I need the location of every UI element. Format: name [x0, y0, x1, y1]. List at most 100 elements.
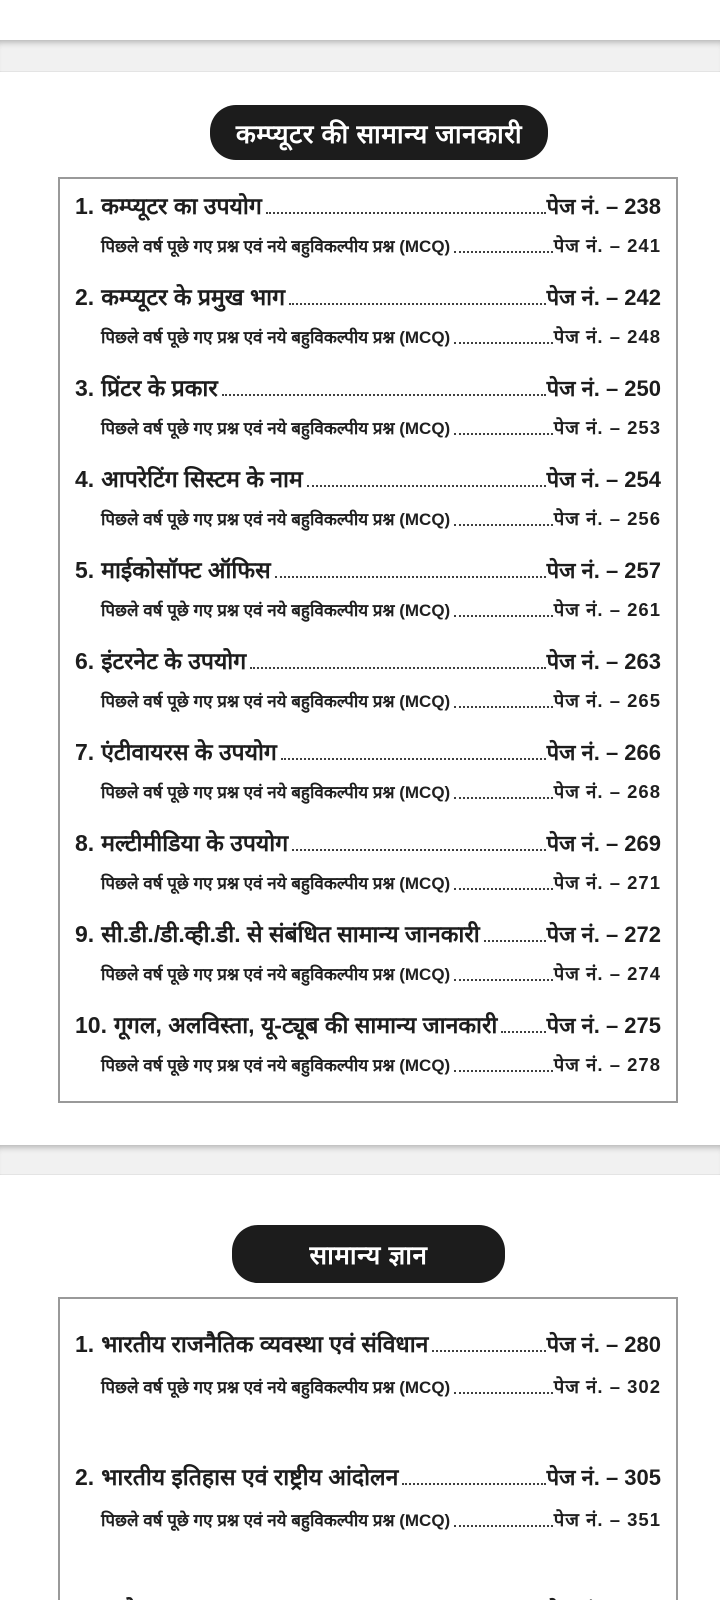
mcq-page: पेज नं. – 274 — [553, 963, 661, 984]
toc-entry-main: 4. आपरेटिंग सिस्टम के नाम पेज नं. – 254 — [75, 464, 661, 495]
dotted-leader — [402, 1483, 546, 1485]
dotted-leader — [454, 342, 553, 344]
toc-entry: 7. एंटीवायरस के उपयोग पेज नं. – 266 पिछल… — [75, 737, 661, 805]
dotted-leader — [454, 524, 553, 526]
mcq-page: पेज नं. – 265 — [553, 690, 661, 711]
toc-list: 1. भारतीय राजनैतिक व्यवस्था एवं संविधान … — [75, 1329, 661, 1600]
mcq-label: पिछले वर्ष पूछे गए प्रश्न एवं नये बहुविक… — [101, 237, 451, 256]
mcq-page: पेज नं. – 256 — [553, 508, 661, 529]
mcq-label: पिछले वर्ष पूछे गए प्रश्न एवं नये बहुविक… — [101, 874, 451, 893]
toc-entry-main: 7. एंटीवायरस के उपयोग पेज नं. – 266 — [75, 737, 661, 768]
entry-page: पेज नं. – 354 — [547, 1596, 661, 1600]
entry-title: मल्टीमीडिया के उपयोग — [101, 830, 289, 856]
section-title: कम्प्यूटर की सामान्य जानकारी — [235, 118, 523, 149]
toc-box-computer: 1. कम्प्यूटर का उपयोग पेज नं. – 238 पिछल… — [58, 177, 678, 1103]
dotted-leader — [454, 706, 553, 708]
dotted-leader — [432, 1350, 546, 1352]
entry-page: पेज नं. – 266 — [546, 740, 661, 765]
dotted-leader — [265, 212, 546, 214]
toc-entry-mcq: पिछले वर्ष पूछे गए प्रश्न एवं नये बहुविक… — [75, 1508, 661, 1533]
entry-number: 4. — [75, 466, 95, 492]
dotted-leader — [274, 576, 546, 578]
entry-title: भारतीय राजनैतिक व्यवस्था एवं संविधान — [101, 1331, 429, 1357]
dotted-leader — [454, 1392, 553, 1394]
entry-page: पेज नं. – 272 — [546, 922, 661, 947]
toc-entry: 10. गूगल, अलविस्ता, यू-ट्यूब की सामान्य … — [75, 1010, 661, 1078]
mcq-page: पेज नं. – 278 — [553, 1054, 661, 1075]
toc-entry-mcq: पिछले वर्ष पूछे गए प्रश्न एवं नये बहुविक… — [75, 962, 661, 987]
dotted-leader — [454, 251, 553, 253]
entry-title: आपरेटिंग सिस्टम के नाम — [101, 466, 303, 492]
section-title-badge: सामान्य ज्ञान — [232, 1225, 505, 1283]
entry-number: 8. — [75, 830, 95, 856]
previous-page-bottom — [0, 0, 720, 40]
entry-title: कम्प्यूटर का उपयोग — [101, 193, 262, 219]
mcq-page: पेज नं. – 261 — [553, 599, 661, 620]
toc-box-gk: 1. भारतीय राजनैतिक व्यवस्था एवं संविधान … — [58, 1297, 678, 1600]
mcq-label: पिछले वर्ष पूछे गए प्रश्न एवं नये बहुविक… — [101, 965, 451, 984]
toc-entry-main: 1. कम्प्यूटर का उपयोग पेज नं. – 238 — [75, 191, 661, 222]
toc-entry: 1. भारतीय राजनैतिक व्यवस्था एवं संविधान … — [75, 1329, 661, 1400]
entry-page: पेज नं. – 238 — [546, 194, 661, 219]
entry-number: 1. — [75, 1331, 95, 1357]
mcq-page: पेज नं. – 268 — [553, 781, 661, 802]
toc-entry-mcq: पिछले वर्ष पूछे गए प्रश्न एवं नये बहुविक… — [75, 780, 661, 805]
toc-list: 1. कम्प्यूटर का उपयोग पेज नं. – 238 पिछल… — [75, 191, 661, 1078]
entry-page: पेज नं. – 254 — [546, 467, 661, 492]
toc-entry-main: 3. प्रिंटर के प्रकार पेज नं. – 250 — [75, 373, 661, 404]
toc-entry-mcq: पिछले वर्ष पूछे गए प्रश्न एवं नये बहुविक… — [75, 234, 661, 259]
toc-entry-mcq: पिछले वर्ष पूछे गए प्रश्न एवं नये बहुविक… — [75, 416, 661, 441]
toc-entry: 3. प्रिंटर के प्रकार पेज नं. – 250 पिछले… — [75, 373, 661, 441]
entry-number: 10. — [75, 1012, 107, 1038]
dotted-leader — [289, 303, 546, 305]
entry-page: पेज नं. – 269 — [546, 831, 661, 856]
mcq-label: पिछले वर्ष पूछे गए प्रश्न एवं नये बहुविक… — [101, 692, 451, 711]
section-title-badge: कम्प्यूटर की सामान्य जानकारी — [210, 105, 548, 160]
mcq-page: पेज नं. – 351 — [553, 1509, 661, 1530]
toc-entry-main: 10. गूगल, अलविस्ता, यू-ट्यूब की सामान्य … — [75, 1010, 661, 1041]
entry-page: पेज नं. – 250 — [546, 376, 661, 401]
section-title: सामान्य ज्ञान — [309, 1240, 428, 1270]
dotted-leader — [280, 758, 546, 760]
entry-title: एंटीवायरस के उपयोग — [101, 739, 277, 765]
toc-entry-mcq: पिछले वर्ष पूछे गए प्रश्न एवं नये बहुविक… — [75, 1375, 661, 1400]
mcq-page: पेज नं. – 271 — [553, 872, 661, 893]
page-gap-top — [0, 40, 720, 72]
mcq-page: पेज नं. – 253 — [553, 417, 661, 438]
toc-entry-main: 6. इंटरनेट के उपयोग पेज नं. – 263 — [75, 646, 661, 677]
dotted-leader — [501, 1031, 546, 1033]
toc-entry: 8. मल्टीमीडिया के उपयोग पेज नं. – 269 पि… — [75, 828, 661, 896]
entry-page: पेज नं. – 280 — [546, 1332, 661, 1357]
toc-entry-mcq: पिछले वर्ष पूछे गए प्रश्न एवं नये बहुविक… — [75, 689, 661, 714]
entry-title: सी.डी./डी.व्ही.डी. से संबंधित सामान्य जा… — [101, 921, 480, 947]
entry-page: पेज नं. – 242 — [546, 285, 661, 310]
mcq-page: पेज नं. – 241 — [553, 235, 661, 256]
dotted-leader — [454, 615, 553, 617]
entry-title: प्रिंटर के प्रकार — [101, 375, 218, 401]
dotted-leader — [250, 667, 546, 669]
toc-entry-mcq: पिछले वर्ष पूछे गए प्रश्न एवं नये बहुविक… — [75, 1053, 661, 1078]
entry-number: 3. — [75, 1595, 94, 1600]
entry-number: 1. — [75, 193, 95, 219]
toc-entry-main: 3. भूगोल पेज नं. – 354 — [75, 1595, 661, 1600]
entry-page: पेज नं. – 305 — [546, 1465, 661, 1490]
entry-number: 7. — [75, 739, 95, 765]
entry-page: पेज नं. – 257 — [546, 558, 661, 583]
page-gap-middle — [0, 1145, 720, 1175]
mcq-page: पेज नं. – 248 — [553, 326, 661, 347]
toc-entry-main: 2. कम्प्यूटर के प्रमुख भाग पेज नं. – 242 — [75, 282, 661, 313]
toc-entry-mcq: पिछले वर्ष पूछे गए प्रश्न एवं नये बहुविक… — [75, 871, 661, 896]
entry-title: माईकोसॉफ्ट ऑफिस — [101, 557, 271, 583]
entry-title: भारतीय इतिहास एवं राष्ट्रीय आंदोलन — [101, 1464, 399, 1490]
mcq-label: पिछले वर्ष पूछे गए प्रश्न एवं नये बहुविक… — [101, 328, 451, 347]
mcq-label: पिछले वर्ष पूछे गए प्रश्न एवं नये बहुविक… — [101, 783, 451, 802]
entry-title: इंटरनेट के उपयोग — [101, 648, 247, 674]
toc-entry-mcq: पिछले वर्ष पूछे गए प्रश्न एवं नये बहुविक… — [75, 507, 661, 532]
entry-title: गूगल, अलविस्ता, यू-ट्यूब की सामान्य जानक… — [113, 1012, 498, 1038]
entry-number: 6. — [75, 648, 95, 674]
mcq-label: पिछले वर्ष पूछे गए प्रश्न एवं नये बहुविक… — [101, 601, 451, 620]
dotted-leader — [454, 797, 553, 799]
toc-entry-main: 5. माईकोसॉफ्ट ऑफिस पेज नं. – 257 — [75, 555, 661, 586]
dotted-leader — [454, 433, 553, 435]
